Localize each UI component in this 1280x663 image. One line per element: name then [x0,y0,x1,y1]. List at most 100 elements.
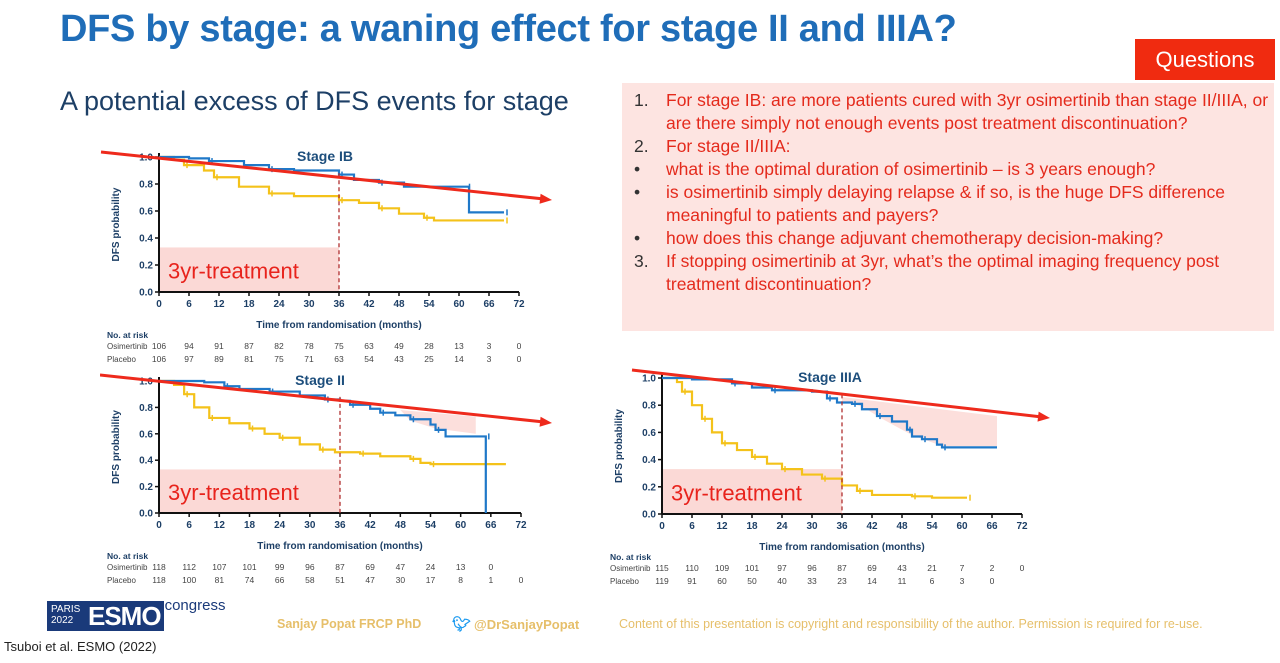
x-axis-label: Time from randomisation (months) [759,542,924,553]
risk-value: 71 [304,354,314,364]
x-tick-label: 72 [515,520,527,531]
risk-value: 23 [837,576,847,586]
risk-value: 0 [1020,563,1025,573]
risk-value: 47 [365,575,375,585]
risk-value: 33 [807,576,817,586]
trend-arrow-line [100,373,545,424]
risk-value: 97 [184,354,194,364]
risk-value: 91 [687,576,697,586]
risk-value: 107 [212,562,226,572]
risk-value: 0 [519,575,524,585]
risk-value: 63 [364,341,374,351]
y-tick-label: 1.0 [642,374,656,385]
risk-value: 49 [394,341,404,351]
x-tick-label: 0 [156,299,162,310]
x-tick-label: 6 [186,299,192,310]
risk-value: 69 [867,563,877,573]
y-tick-label: 0.0 [139,509,153,520]
risk-value: 81 [244,354,254,364]
risk-value: 58 [305,575,315,585]
twitter-bird-icon: 🐦︎ [452,616,472,633]
risk-value: 110 [685,563,699,573]
y-tick-label: 0.2 [139,482,153,493]
x-tick-label: 24 [274,520,286,531]
risk-value: 87 [837,563,847,573]
annotation-3yr-treatment: 3yr-treatment [671,480,802,505]
treatment-period-shade [662,469,842,514]
risk-value: 13 [456,562,466,572]
y-tick-label: 0.8 [642,401,656,412]
risk-value: 118 [152,575,166,585]
x-tick-label: 36 [333,299,345,310]
risk-value: 91 [214,341,224,351]
y-tick-label: 0.0 [642,510,656,521]
risk-table-label: No. at risk [107,551,148,561]
annotation-3yr-treatment: 3yr-treatment [168,259,299,284]
slide-title: DFS by stage: a waning effect for stage … [60,8,957,50]
question-item: • what is the optimal duration of osimert… [634,159,1156,179]
y-tick-label: 0.0 [139,288,153,299]
x-tick-label: 42 [365,520,377,531]
x-tick-label: 0 [659,521,665,532]
excess-events-shade [400,410,476,434]
risk-value: 6 [930,576,935,586]
risk-value: 60 [717,576,727,586]
question-item: 3. If stopping osimertinib at 3yr, what’s… [634,251,1220,294]
x-tick-label: 0 [156,520,162,531]
x-tick-label: 72 [513,299,525,310]
treatment-period-shade [159,247,339,292]
author-name: Sanjay Popat FRCP PhD [277,617,422,631]
x-tick-label: 30 [303,299,315,310]
risk-row-label: Placebo [107,576,136,585]
km-curve-osimertinib [662,376,997,449]
x-tick-label: 30 [304,520,316,531]
x-tick-label: 42 [363,299,375,310]
risk-value: 112 [182,562,196,572]
excess-events-shade [842,397,997,446]
risk-value: 94 [184,341,194,351]
risk-value: 89 [214,354,224,364]
risk-value: 96 [305,562,315,572]
risk-value: 43 [394,354,404,364]
risk-value: 87 [335,562,345,572]
x-tick-label: 48 [896,521,908,532]
trend-arrow-line [100,150,545,201]
risk-table-label: No. at risk [107,330,148,340]
question-item: • how does this change adjuvant chemother… [634,228,1164,248]
trend-arrowhead-icon [539,416,552,427]
risk-value: 51 [335,575,345,585]
risk-value: 96 [807,563,817,573]
risk-value: 81 [215,575,225,585]
risk-value: 14 [867,576,877,586]
x-tick-label: 36 [836,521,848,532]
risk-value: 7 [960,563,965,573]
risk-value: 54 [364,354,374,364]
chart-title: Stage II [295,372,345,388]
risk-row-label: Placebo [107,355,136,364]
y-tick-label: 1.0 [139,377,153,388]
risk-value: 115 [655,563,669,573]
y-tick-label: 0.8 [139,180,153,191]
risk-row-label: Osimertinib [107,563,148,572]
risk-value: 14 [454,354,464,364]
reference-citation: Tsuboi et al. ESMO (2022) [4,639,157,654]
y-tick-label: 0.6 [139,207,153,218]
trend-arrowhead-icon [1037,411,1050,422]
risk-value: 3 [487,341,492,351]
risk-value: 50 [747,576,757,586]
risk-table-label: No. at risk [610,552,651,562]
x-tick-label: 18 [746,521,758,532]
risk-value: 1 [488,575,493,585]
x-tick-label: 66 [483,299,495,310]
risk-value: 97 [777,563,787,573]
risk-value: 118 [152,562,166,572]
x-tick-label: 60 [455,520,467,531]
risk-value: 0 [517,354,522,364]
risk-row-label: Osimertinib [107,342,148,351]
y-tick-label: 0.6 [642,428,656,439]
x-tick-label: 30 [806,521,818,532]
x-tick-label: 60 [956,521,968,532]
x-tick-label: 12 [213,299,225,310]
y-tick-label: 0.4 [139,456,153,467]
